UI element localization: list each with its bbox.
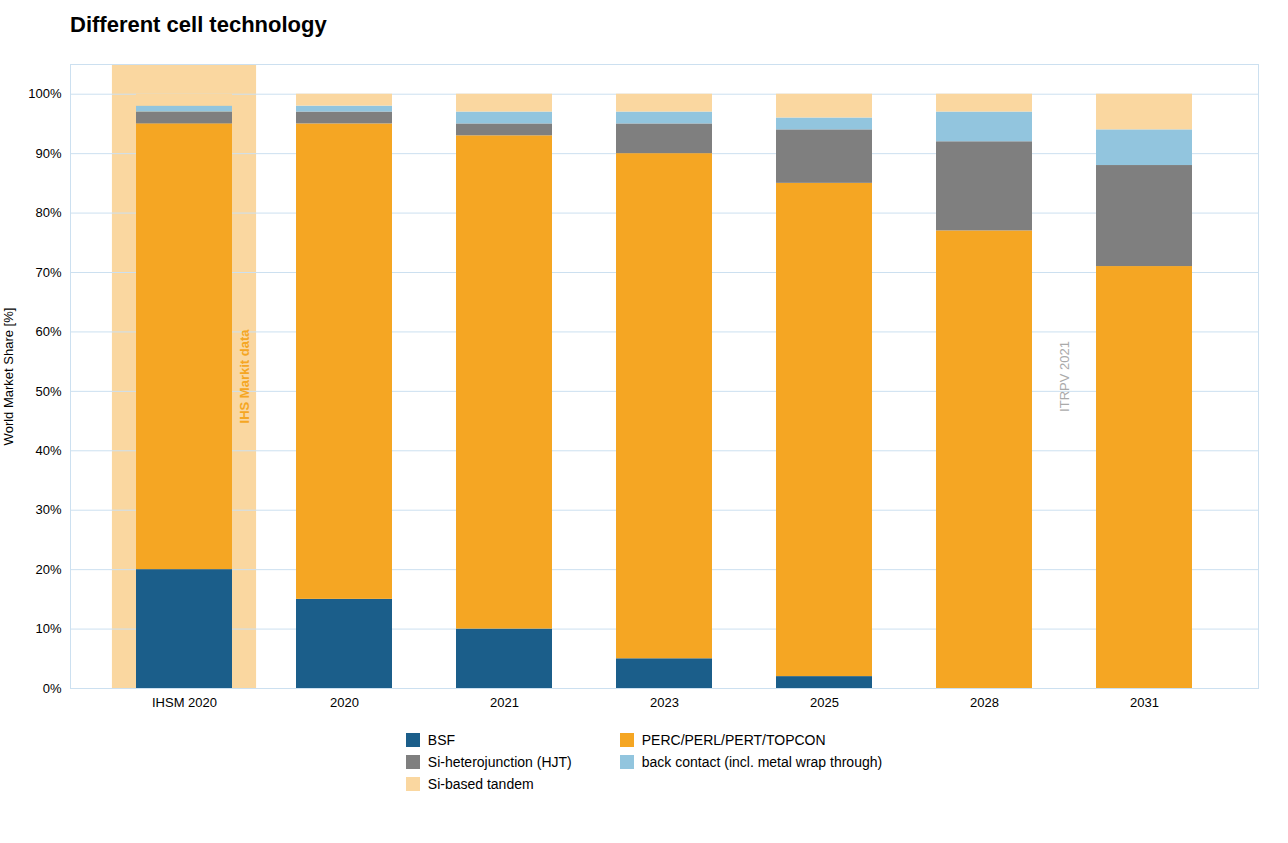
svg-text:0%: 0% bbox=[43, 681, 62, 696]
svg-text:2021: 2021 bbox=[490, 695, 519, 710]
svg-text:30%: 30% bbox=[35, 502, 61, 517]
svg-text:10%: 10% bbox=[35, 621, 61, 636]
svg-text:20%: 20% bbox=[35, 562, 61, 577]
svg-text:2023: 2023 bbox=[650, 695, 679, 710]
html-text:PERC/PERL/PERT/TOPCON: PERC/PERL/PERT/TOPCON bbox=[641, 732, 826, 748]
svg-text:40%: 40% bbox=[35, 443, 61, 458]
svg-text:2025: 2025 bbox=[810, 695, 839, 710]
svg-text:90%: 90% bbox=[35, 146, 61, 161]
svg-text:2020: 2020 bbox=[330, 695, 359, 710]
svg-text:2028: 2028 bbox=[970, 695, 999, 710]
svg-text:70%: 70% bbox=[35, 265, 61, 280]
svg-text:World Market Share [%]: World Market Share [%] bbox=[1, 308, 16, 446]
html-text:back contact (incl. metal wrap: back contact (incl. metal wrap through) bbox=[641, 754, 883, 770]
svg-text:IHS Markit data: IHS Markit data bbox=[237, 329, 252, 424]
svg-text:IHSM 2020: IHSM 2020 bbox=[152, 695, 217, 710]
svg-text:2031: 2031 bbox=[1130, 695, 1159, 710]
html-text:BSF: BSF bbox=[427, 732, 455, 748]
html-text:Different cell technology: Different cell technology bbox=[70, 12, 327, 37]
svg-text:50%: 50% bbox=[35, 384, 61, 399]
html-text:Si-based tandem: Si-based tandem bbox=[427, 776, 534, 792]
svg-text:60%: 60% bbox=[35, 324, 61, 339]
svg-text:80%: 80% bbox=[35, 205, 61, 220]
html-text:Si-heterojunction (HJT): Si-heterojunction (HJT) bbox=[427, 754, 572, 770]
svg-text:ITRPV 2021: ITRPV 2021 bbox=[1057, 341, 1072, 412]
svg-text:100%: 100% bbox=[28, 86, 62, 101]
